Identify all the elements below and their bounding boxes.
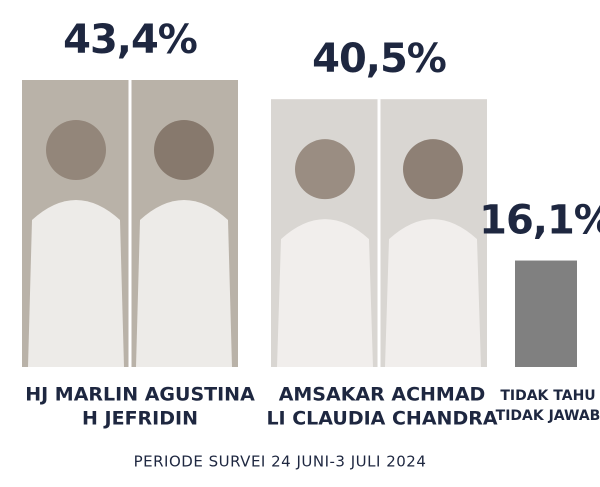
value-label: 40,5% (312, 36, 446, 82)
subtitle: PERIODE SURVEI 24 JUNI-3 JULI 2024 (134, 453, 427, 471)
value-label: 43,4% (63, 17, 197, 63)
value-label: 16,1% (479, 198, 600, 244)
category-label: TIDAK TAHU (500, 388, 595, 404)
bar (515, 260, 577, 367)
photo-body (136, 200, 232, 367)
photo-head (403, 139, 463, 200)
photo-head (295, 139, 355, 200)
category-label: AMSAKAR ACHMAD (279, 384, 486, 406)
category-label: TIDAK JAWAB (496, 408, 600, 424)
category-label: LI CLAUDIA CHANDRA (266, 408, 497, 430)
category-label: HJ MARLIN AGUSTINA (25, 384, 255, 406)
photo-body (28, 200, 124, 367)
photo-body (277, 219, 373, 367)
photo-body (385, 219, 481, 367)
photo-head (46, 120, 106, 180)
photo-head (154, 120, 214, 180)
category-label: H JEFRIDIN (82, 408, 198, 430)
